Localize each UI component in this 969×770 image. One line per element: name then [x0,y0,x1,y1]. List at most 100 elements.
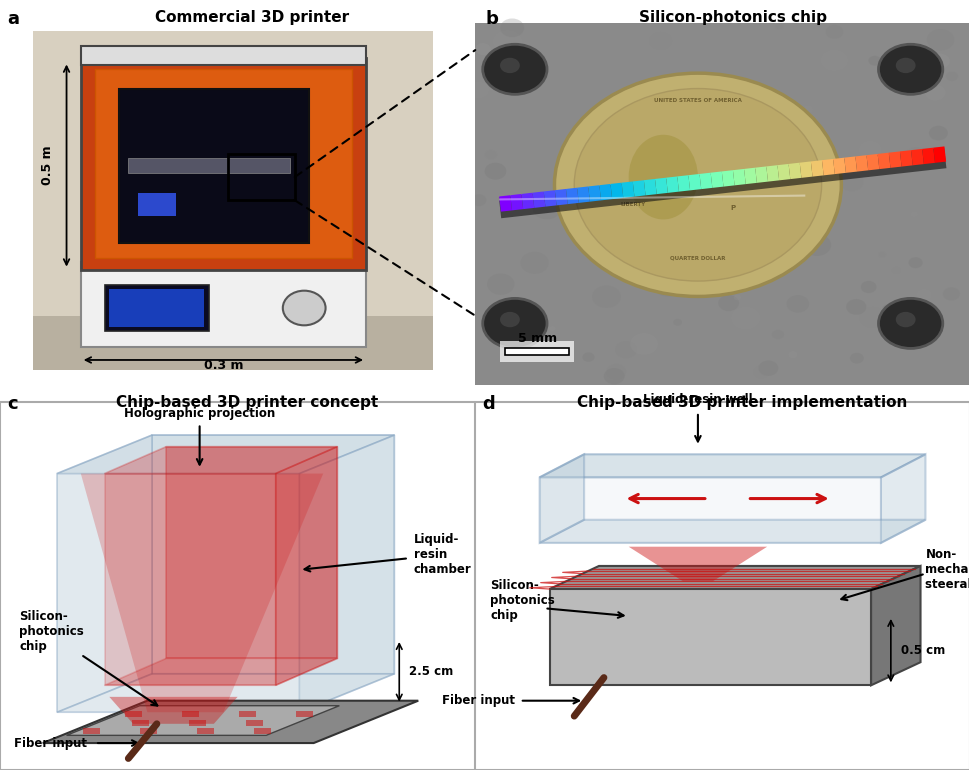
Circle shape [614,341,637,358]
Bar [500,340,574,362]
Circle shape [894,154,908,165]
Circle shape [825,25,842,38]
Circle shape [695,97,705,105]
Circle shape [500,58,519,73]
Bar [228,154,295,200]
Bar [254,728,270,735]
Circle shape [771,330,783,340]
Circle shape [475,27,500,47]
Circle shape [516,312,521,316]
Circle shape [925,29,953,51]
Circle shape [942,287,959,300]
Polygon shape [43,701,418,743]
Circle shape [755,203,765,210]
Circle shape [731,228,735,233]
Circle shape [731,306,760,330]
Circle shape [575,221,600,240]
Polygon shape [548,589,870,685]
Circle shape [603,368,624,384]
Polygon shape [67,705,339,735]
Circle shape [630,333,657,355]
Circle shape [924,85,945,101]
Circle shape [581,353,594,362]
Text: P: P [730,205,735,211]
Circle shape [606,364,626,380]
Circle shape [894,58,915,73]
Bar [197,728,213,735]
Circle shape [471,194,485,206]
Polygon shape [548,566,920,589]
Text: d: d [483,394,495,413]
Circle shape [801,105,812,114]
Bar [505,348,569,356]
Circle shape [945,72,957,81]
Text: QUARTER DOLLAR: QUARTER DOLLAR [670,256,725,260]
Text: Commercial 3D printer: Commercial 3D printer [155,9,349,25]
Text: 0.5 m: 0.5 m [41,146,54,186]
Polygon shape [57,435,394,474]
Bar [82,728,100,735]
Circle shape [591,286,620,308]
Polygon shape [105,474,275,685]
Bar [124,711,141,718]
Circle shape [770,379,778,384]
Circle shape [913,151,926,161]
Circle shape [788,351,797,358]
Circle shape [897,109,920,126]
Circle shape [797,176,803,182]
Bar [105,285,209,331]
Text: Fiber input: Fiber input [442,695,515,707]
Text: Liquid-
resin
chamber: Liquid- resin chamber [413,533,471,576]
Text: Chip-based 3D printer implementation: Chip-based 3D printer implementation [577,394,907,410]
Circle shape [513,78,526,88]
Polygon shape [80,474,323,712]
Circle shape [802,234,830,256]
Circle shape [758,360,777,376]
Circle shape [894,48,912,62]
Polygon shape [539,454,924,477]
Circle shape [617,189,633,201]
Bar [95,69,352,258]
Polygon shape [299,435,394,712]
Circle shape [769,126,774,131]
Circle shape [596,140,610,150]
Circle shape [520,252,548,274]
Circle shape [878,44,942,94]
Polygon shape [539,520,924,543]
Text: UNITED STATES OF AMERICA: UNITED STATES OF AMERICA [653,98,741,102]
Bar [238,711,256,718]
Circle shape [484,149,497,159]
Circle shape [891,266,900,274]
Circle shape [613,169,619,173]
Circle shape [929,53,949,69]
Circle shape [882,304,891,312]
Text: b: b [484,9,497,28]
Circle shape [774,23,783,30]
Circle shape [466,81,488,99]
Circle shape [724,126,738,136]
Circle shape [648,32,672,50]
Circle shape [532,203,538,208]
Circle shape [483,44,547,94]
Polygon shape [166,447,337,658]
Circle shape [867,55,880,65]
Circle shape [849,353,862,363]
Polygon shape [880,454,924,543]
Bar [246,719,263,725]
Circle shape [878,298,942,348]
Circle shape [717,295,738,311]
Text: 0.3 m: 0.3 m [203,359,243,371]
Circle shape [908,257,922,268]
Polygon shape [628,547,766,581]
Bar [80,46,365,65]
Circle shape [859,141,881,159]
Text: Silicon-
photonics
chip: Silicon- photonics chip [489,579,554,622]
Circle shape [486,273,514,295]
Circle shape [654,277,679,296]
Circle shape [554,73,840,296]
Circle shape [733,295,740,300]
Circle shape [532,196,561,219]
Circle shape [859,307,886,328]
Circle shape [574,89,821,281]
Circle shape [860,281,876,293]
